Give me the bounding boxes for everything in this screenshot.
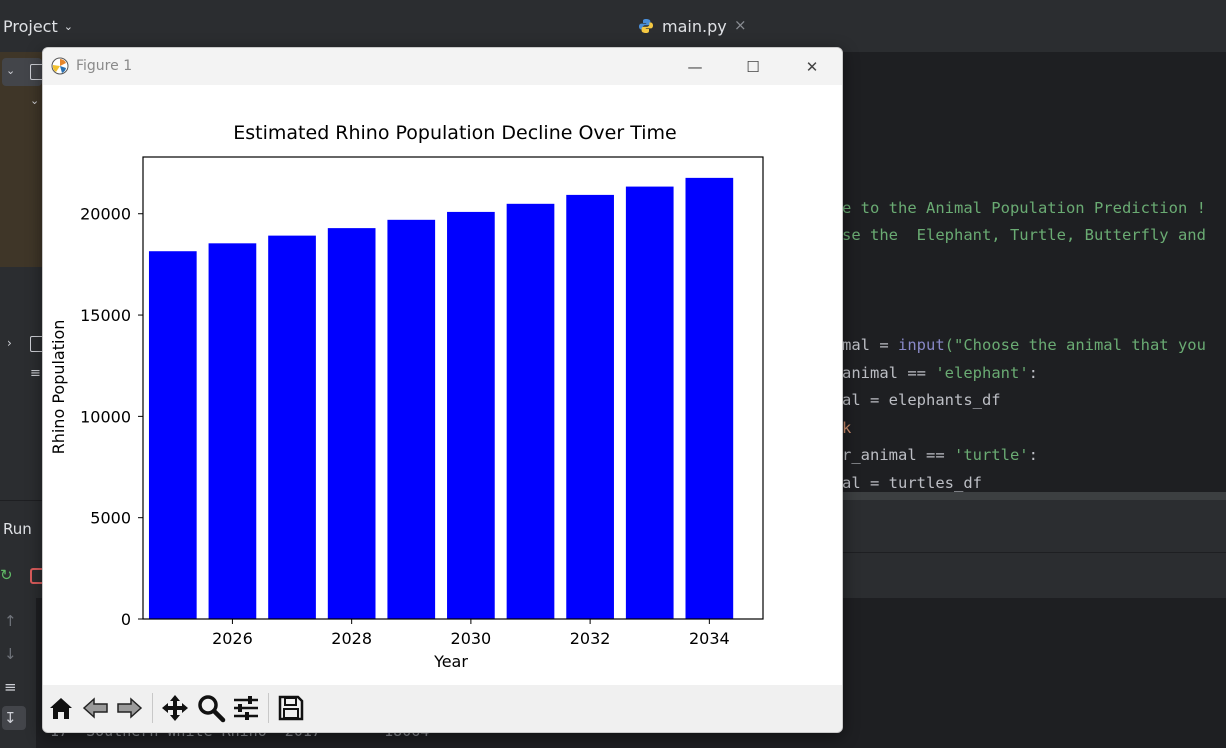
chevron-right-icon[interactable]: › <box>7 336 12 350</box>
back-icon[interactable] <box>81 693 111 723</box>
project-tree-selected-row[interactable] <box>2 58 42 86</box>
minimize-button[interactable]: — <box>687 58 703 76</box>
soft-wrap-icon[interactable]: ≡ <box>4 678 17 696</box>
divider <box>842 552 1226 553</box>
arrow-up-icon[interactable]: ↑ <box>4 612 17 630</box>
bar <box>387 219 436 619</box>
code-line[interactable]: e to the Animal Population Prediction ! <box>842 199 1206 217</box>
configure-icon[interactable] <box>231 693 261 723</box>
code-line[interactable]: al = elephants_df <box>842 391 1001 409</box>
x-tick-label: 2030 <box>451 629 492 648</box>
project-header[interactable]: Project ⌄ <box>0 0 620 52</box>
python-file-icon <box>639 19 653 33</box>
bar <box>685 177 734 619</box>
y-tick-label: 0 <box>121 610 131 629</box>
bar <box>208 243 257 620</box>
bar <box>148 251 197 619</box>
home-icon[interactable] <box>46 693 76 723</box>
project-title[interactable]: Project <box>3 16 58 36</box>
bar <box>447 211 495 619</box>
x-tick-label: 2028 <box>331 629 372 648</box>
code-token: 'turtle' <box>953 446 1029 464</box>
chevron-down-icon[interactable]: ⌄ <box>63 19 73 33</box>
rerun-icon[interactable]: ↻ <box>0 566 13 584</box>
bar <box>566 194 614 620</box>
chart-title: Estimated Rhino Population Decline Over … <box>233 122 676 144</box>
code-token: : <box>1028 364 1038 382</box>
code-line[interactable]: r_animal == 'turtle': <box>842 446 1038 464</box>
plot-area-frame <box>142 156 764 620</box>
tab-main-py[interactable]: main.py <box>662 17 727 36</box>
code-token: mal = <box>842 336 898 354</box>
chevron-down-icon[interactable]: ⌄ <box>6 64 16 77</box>
project-tree-highlight <box>0 52 42 267</box>
axes-frame <box>142 156 764 620</box>
code-line[interactable]: animal == 'elephant': <box>842 364 1038 382</box>
scroll-to-end-selected <box>2 706 26 730</box>
y-axis-label: Rhino Population <box>49 320 68 455</box>
maximize-button[interactable]: ☐ <box>746 58 760 76</box>
close-icon[interactable]: × <box>734 16 747 34</box>
code-line[interactable]: se the Elephant, Turtle, Butterfly and <box>842 226 1206 244</box>
code-token: : <box>1028 446 1038 464</box>
figure-title: Figure 1 <box>76 58 133 74</box>
code-token: r_animal == <box>842 446 954 464</box>
y-tick-label: 10000 <box>80 407 131 426</box>
code-line[interactable]: al = turtles_df <box>842 474 982 492</box>
figure-toolbar <box>43 685 842 732</box>
run-panel-header-right <box>842 500 1226 598</box>
forward-icon[interactable] <box>114 693 144 723</box>
matplotlib-icon <box>51 57 69 75</box>
x-tick-label: 2032 <box>570 629 611 648</box>
figure-titlebar[interactable]: Figure 1 — ☐ ✕ <box>43 48 842 85</box>
code-token: 'elephant' <box>935 364 1029 382</box>
code-line[interactable]: k <box>842 419 852 437</box>
toolbar-separator <box>152 693 153 723</box>
figure-canvas[interactable]: Estimated Rhino Population Decline Over … <box>43 85 842 685</box>
code-line[interactable]: mal = input("Choose the animal that you <box>842 336 1206 354</box>
bar-group <box>148 177 734 620</box>
editor-tabbar <box>620 0 1226 53</box>
save-icon[interactable] <box>276 693 306 723</box>
toolbar-separator <box>268 693 269 723</box>
x-tick-label: 2034 <box>689 629 730 648</box>
bar <box>625 186 674 619</box>
y-axis-ticks: 0 5000 10000 15000 20000 <box>80 205 143 629</box>
y-tick-label: 20000 <box>80 205 131 224</box>
code-token: animal == <box>842 364 936 382</box>
bar <box>506 203 555 619</box>
code-token: ("Choose the animal that you <box>944 336 1206 354</box>
scroll-to-end-icon[interactable]: ↧ <box>4 709 17 727</box>
x-axis-ticks: 2026 2028 2030 2032 2034 <box>212 619 730 648</box>
x-axis-label: Year <box>433 652 468 671</box>
editor-horizontal-scrollbar[interactable] <box>842 492 1226 500</box>
chevron-down-icon[interactable]: ⌄ <box>30 94 40 107</box>
code-token: input <box>898 336 945 354</box>
bar <box>327 228 376 619</box>
zoom-icon[interactable] <box>196 693 226 723</box>
run-panel-title[interactable]: Run <box>3 520 32 538</box>
bar <box>268 235 316 620</box>
x-tick-label: 2026 <box>212 629 253 648</box>
bar-chart: Estimated Rhino Population Decline Over … <box>49 122 764 671</box>
y-tick-label: 15000 <box>80 306 131 325</box>
close-button[interactable]: ✕ <box>805 58 819 76</box>
y-tick-label: 5000 <box>90 509 131 528</box>
scratches-icon: ≡ <box>30 366 41 381</box>
arrow-down-icon[interactable]: ↓ <box>4 645 17 663</box>
pan-icon[interactable] <box>160 693 190 723</box>
figure-window[interactable]: Figure 1 — ☐ ✕ Estimated Rhino Populatio… <box>42 47 843 733</box>
